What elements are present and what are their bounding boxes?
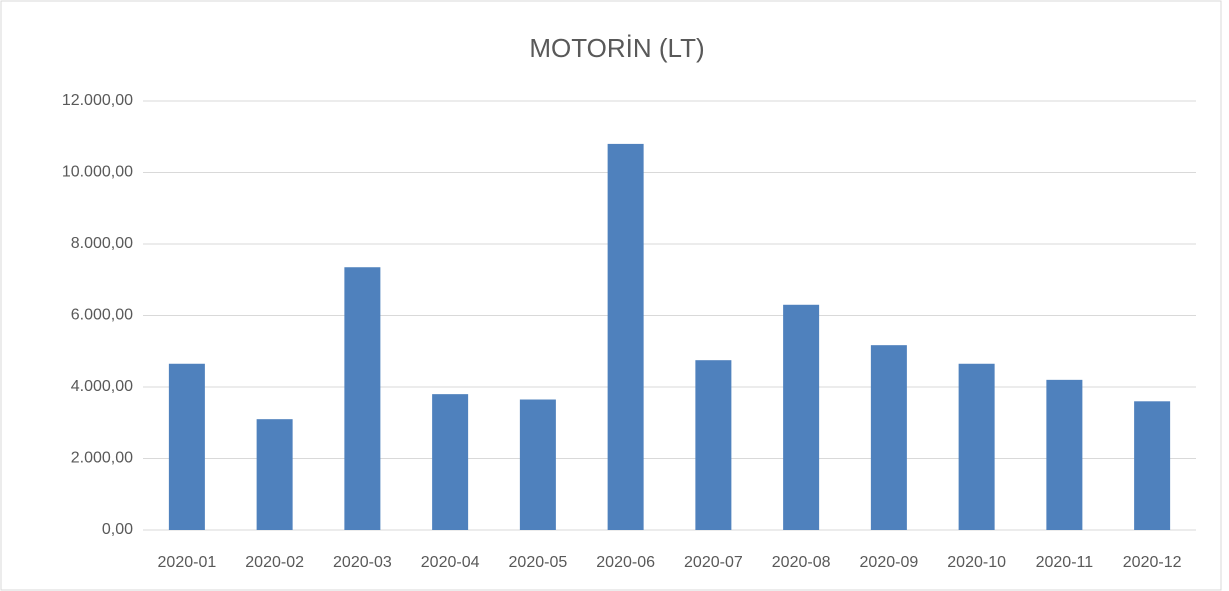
bar	[1046, 379, 1083, 530]
chart-title: MOTORİN (LT)	[529, 33, 704, 63]
x-tick-label: 2020-02	[245, 554, 304, 571]
bar	[870, 345, 907, 530]
bar	[256, 419, 293, 530]
x-tick-label: 2020-09	[860, 554, 919, 571]
x-tick-label: 2020-01	[158, 554, 217, 571]
bar	[519, 399, 556, 530]
x-tick-label: 2020-04	[421, 554, 480, 571]
y-tick-label: 6.000,00	[71, 307, 133, 324]
x-tick-label: 2020-08	[772, 554, 831, 571]
bar	[1134, 401, 1171, 530]
x-tick-label: 2020-05	[509, 554, 568, 571]
bar	[168, 363, 205, 530]
x-tick-label: 2020-12	[1123, 554, 1182, 571]
y-tick-label: 8.000,00	[71, 235, 133, 252]
x-tick-label: 2020-03	[333, 554, 392, 571]
bar	[695, 360, 732, 530]
x-tick-label: 2020-07	[684, 554, 743, 571]
y-tick-label: 12.000,00	[62, 92, 133, 109]
bar	[958, 363, 995, 530]
y-tick-label: 10.000,00	[62, 164, 133, 181]
y-tick-label: 2.000,00	[71, 450, 133, 467]
bar	[432, 394, 469, 530]
y-tick-label: 0,00	[102, 521, 133, 538]
bar	[607, 143, 644, 530]
y-tick-label: 4.000,00	[71, 378, 133, 395]
bar	[783, 304, 820, 530]
x-tick-label: 2020-10	[947, 554, 1006, 571]
x-tick-label: 2020-06	[596, 554, 655, 571]
bar	[344, 267, 381, 530]
x-tick-label: 2020-11	[1036, 554, 1094, 571]
